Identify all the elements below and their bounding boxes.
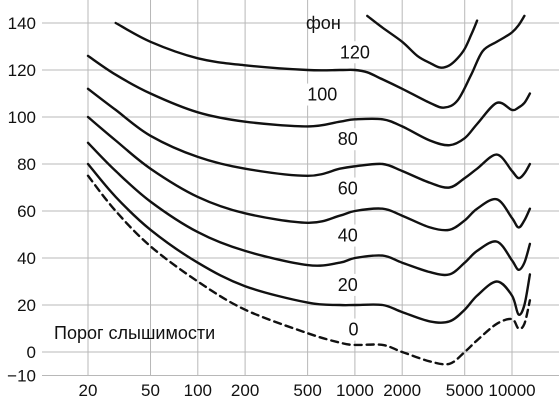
grid [42, 0, 559, 376]
y-tick-label: 20 [17, 296, 36, 315]
curve-60-phon [86, 115, 532, 232]
unit-label: фон [306, 13, 341, 33]
curve-20-phon [86, 162, 532, 324]
y-tick-label: 100 [8, 108, 36, 127]
y-tick-label: 0 [27, 343, 36, 362]
x-tick-label: 5000 [446, 381, 484, 400]
curve-label-bg [334, 224, 362, 247]
x-tick-label: 2000 [383, 381, 421, 400]
curve-100-phon [86, 54, 532, 147]
curve-label-bg [303, 83, 342, 106]
curve-label: 60 [338, 179, 358, 199]
curve-upper-segment [366, 14, 479, 69]
y-tick-label: −10 [7, 367, 36, 386]
x-tick-label: 100 [184, 381, 212, 400]
curve-label: 20 [338, 275, 358, 295]
y-tick-label: 40 [17, 249, 36, 268]
curve-label-bg [334, 128, 362, 151]
x-tick-label: 10000 [488, 381, 535, 400]
curve-label-bg [334, 273, 362, 296]
curve-label: 40 [338, 226, 358, 246]
curve-80-phon [86, 87, 532, 189]
curve-label-bg [334, 177, 362, 200]
curve-label: 100 [307, 85, 337, 105]
x-tick-label: 1000 [336, 381, 374, 400]
curves [86, 14, 532, 366]
curve-40-phon [86, 141, 532, 277]
x-tick-label: 20 [79, 381, 98, 400]
curve-label: 0 [349, 320, 359, 340]
curve-label-bg [336, 41, 374, 64]
y-tick-label: 140 [8, 14, 36, 33]
curve-120-phon [114, 14, 526, 109]
y-tick-label: 60 [17, 202, 36, 221]
curve-label: 80 [338, 129, 358, 149]
y-tick-label: 120 [8, 61, 36, 80]
curve-label: 120 [340, 42, 370, 62]
x-tick-label: 200 [231, 381, 259, 400]
x-tick-label: 500 [293, 381, 321, 400]
x-tick-label: 50 [141, 381, 160, 400]
curve-label-bg [345, 318, 362, 341]
curve-labels: 120 100 80 60 40 20 0 [303, 41, 374, 341]
y-tick-label: 80 [17, 155, 36, 174]
threshold-label: Порог слышимости [54, 323, 215, 343]
curve-0-phon [86, 174, 532, 366]
